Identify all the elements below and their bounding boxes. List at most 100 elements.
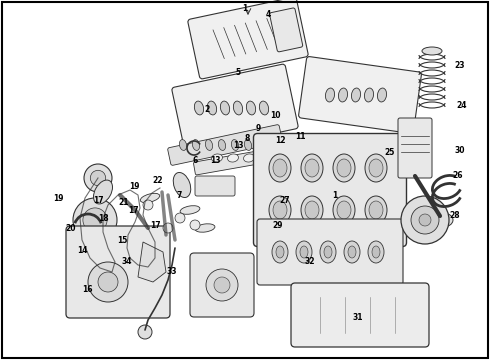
Circle shape bbox=[73, 198, 117, 242]
Text: 26: 26 bbox=[453, 171, 463, 180]
Ellipse shape bbox=[365, 196, 387, 224]
Ellipse shape bbox=[220, 101, 230, 115]
Circle shape bbox=[83, 208, 107, 232]
Ellipse shape bbox=[300, 246, 308, 258]
FancyArrowPatch shape bbox=[256, 21, 268, 49]
Ellipse shape bbox=[244, 154, 254, 162]
Ellipse shape bbox=[260, 154, 270, 162]
Ellipse shape bbox=[94, 180, 113, 204]
Text: 14: 14 bbox=[77, 246, 87, 255]
FancyBboxPatch shape bbox=[172, 64, 298, 152]
Ellipse shape bbox=[296, 241, 312, 263]
FancyBboxPatch shape bbox=[188, 0, 308, 79]
Ellipse shape bbox=[195, 224, 215, 232]
Text: 29: 29 bbox=[273, 220, 283, 230]
Text: 17: 17 bbox=[149, 220, 160, 230]
Ellipse shape bbox=[372, 246, 380, 258]
Text: 34: 34 bbox=[122, 257, 132, 266]
Ellipse shape bbox=[227, 154, 239, 162]
Ellipse shape bbox=[351, 88, 361, 102]
Ellipse shape bbox=[245, 140, 251, 150]
FancyBboxPatch shape bbox=[194, 141, 317, 175]
Ellipse shape bbox=[259, 101, 269, 115]
Text: 2: 2 bbox=[204, 104, 210, 113]
FancyBboxPatch shape bbox=[270, 8, 303, 52]
Ellipse shape bbox=[337, 201, 351, 219]
FancyBboxPatch shape bbox=[253, 134, 407, 247]
Text: 30: 30 bbox=[455, 145, 465, 154]
Text: 12: 12 bbox=[275, 135, 285, 144]
FancyBboxPatch shape bbox=[291, 283, 429, 347]
Ellipse shape bbox=[301, 154, 323, 182]
Text: 5: 5 bbox=[235, 68, 241, 77]
Text: 19: 19 bbox=[53, 194, 63, 202]
FancyArrowPatch shape bbox=[245, 23, 257, 52]
Ellipse shape bbox=[212, 154, 222, 162]
Text: 7: 7 bbox=[176, 190, 182, 199]
Ellipse shape bbox=[269, 154, 291, 182]
Circle shape bbox=[206, 269, 238, 301]
Circle shape bbox=[163, 223, 173, 233]
Ellipse shape bbox=[337, 159, 351, 177]
Text: 8: 8 bbox=[245, 134, 250, 143]
Text: 16: 16 bbox=[82, 285, 92, 294]
Circle shape bbox=[401, 196, 449, 244]
Ellipse shape bbox=[333, 154, 355, 182]
Text: 17: 17 bbox=[93, 195, 103, 204]
Circle shape bbox=[90, 170, 106, 186]
Text: 24: 24 bbox=[457, 100, 467, 109]
Ellipse shape bbox=[219, 140, 225, 150]
Ellipse shape bbox=[180, 206, 200, 214]
Text: 31: 31 bbox=[353, 314, 363, 323]
Text: 10: 10 bbox=[270, 111, 280, 120]
Ellipse shape bbox=[205, 140, 213, 150]
Ellipse shape bbox=[140, 193, 160, 203]
Text: 17: 17 bbox=[128, 206, 138, 215]
Ellipse shape bbox=[246, 101, 256, 115]
FancyBboxPatch shape bbox=[298, 57, 421, 134]
Circle shape bbox=[143, 200, 153, 210]
Ellipse shape bbox=[339, 88, 347, 102]
FancyBboxPatch shape bbox=[257, 219, 403, 285]
Ellipse shape bbox=[276, 246, 284, 258]
Circle shape bbox=[411, 206, 439, 234]
Circle shape bbox=[98, 272, 118, 292]
Ellipse shape bbox=[272, 241, 288, 263]
Text: 15: 15 bbox=[117, 235, 127, 244]
FancyBboxPatch shape bbox=[195, 176, 235, 196]
Text: 4: 4 bbox=[266, 9, 270, 18]
Text: 1: 1 bbox=[332, 190, 338, 199]
Text: 27: 27 bbox=[280, 195, 290, 204]
Text: 22: 22 bbox=[153, 176, 163, 185]
Polygon shape bbox=[138, 242, 166, 282]
Ellipse shape bbox=[233, 101, 243, 115]
Ellipse shape bbox=[377, 88, 387, 102]
Ellipse shape bbox=[344, 241, 360, 263]
Ellipse shape bbox=[195, 101, 204, 115]
Text: 1: 1 bbox=[243, 4, 247, 13]
FancyArrowPatch shape bbox=[267, 18, 278, 47]
FancyBboxPatch shape bbox=[168, 125, 282, 165]
FancyBboxPatch shape bbox=[398, 118, 432, 178]
Ellipse shape bbox=[305, 159, 319, 177]
Ellipse shape bbox=[273, 201, 287, 219]
Text: 19: 19 bbox=[129, 181, 139, 190]
Text: 28: 28 bbox=[450, 211, 460, 220]
Ellipse shape bbox=[348, 246, 356, 258]
FancyArrowPatch shape bbox=[213, 30, 224, 59]
FancyBboxPatch shape bbox=[190, 253, 254, 317]
Ellipse shape bbox=[365, 154, 387, 182]
Ellipse shape bbox=[173, 172, 191, 198]
Circle shape bbox=[88, 262, 128, 302]
Text: 13: 13 bbox=[210, 156, 220, 165]
Ellipse shape bbox=[257, 140, 265, 150]
Text: 18: 18 bbox=[98, 213, 108, 222]
Circle shape bbox=[138, 325, 152, 339]
Circle shape bbox=[190, 220, 200, 230]
Ellipse shape bbox=[422, 47, 442, 55]
Ellipse shape bbox=[273, 159, 287, 177]
Ellipse shape bbox=[325, 88, 335, 102]
Ellipse shape bbox=[305, 201, 319, 219]
Ellipse shape bbox=[324, 246, 332, 258]
Circle shape bbox=[419, 214, 431, 226]
